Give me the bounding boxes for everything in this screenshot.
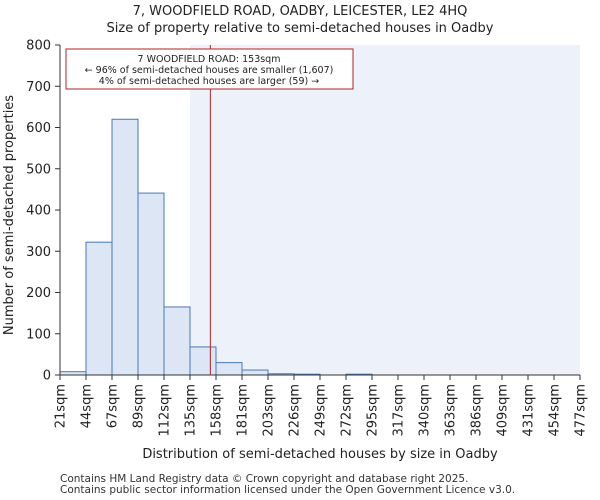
x-tick-label-249sqm: 249sqm <box>314 384 329 437</box>
chart-subtitle: Size of property relative to semi-detach… <box>106 21 494 36</box>
x-axis-label: Distribution of semi-detached houses by … <box>142 447 498 462</box>
bar-112sqm <box>163 306 191 376</box>
x-tick-label-226sqm: 226sqm <box>288 384 303 437</box>
bars-group <box>59 118 373 376</box>
annotation-line-2: ← 96% of semi-detached houses are smalle… <box>85 65 334 76</box>
y-tick-label-800: 800 <box>26 39 51 54</box>
y-tick-label-500: 500 <box>26 162 51 177</box>
footer-line-2: Contains public sector information licen… <box>60 484 516 496</box>
x-tick-label-363sqm: 363sqm <box>444 384 459 437</box>
highlight-region <box>190 45 580 375</box>
bar-181sqm <box>241 369 269 376</box>
x-tick-label-44sqm: 44sqm <box>80 384 95 428</box>
annotation-frame <box>65 48 354 90</box>
bar-67sqm <box>111 118 139 376</box>
bar-89sqm <box>137 192 165 376</box>
x-tick-label-386sqm: 386sqm <box>470 384 485 437</box>
chart-title: 7, WOODFIELD ROAD, OADBY, LEICESTER, LE2… <box>132 4 468 19</box>
x-tick-label-340sqm: 340sqm <box>418 384 433 437</box>
bar-135sqm <box>189 346 217 376</box>
y-tick-label-600: 600 <box>26 121 51 136</box>
annotation-box: 7 WOODFIELD ROAD: 153sqm ← 96% of semi-d… <box>65 48 354 90</box>
y-axis: 0 100 200 300 400 500 600 700 800 <box>26 39 61 384</box>
x-axis: 21sqm 44sqm 67sqm 89sqm 112sqm 135sqm 158sqm 18… <box>54 374 589 437</box>
x-tick-label-409sqm: 409sqm <box>496 384 511 437</box>
y-tick-label-300: 300 <box>26 245 51 260</box>
y-tick-label-400: 400 <box>26 204 51 219</box>
bar-44sqm <box>85 241 113 376</box>
x-tick-label-477sqm: 477sqm <box>574 384 589 437</box>
x-tick-label-158sqm: 158sqm <box>210 384 225 437</box>
x-tick-label-317sqm: 317sqm <box>392 384 407 437</box>
x-tick-label-67sqm: 67sqm <box>106 384 121 428</box>
footer-line-1: Contains HM Land Registry data © Crown c… <box>60 473 469 485</box>
x-tick-label-431sqm: 431sqm <box>522 384 537 437</box>
y-tick-label-100: 100 <box>26 327 51 342</box>
x-tick-label-295sqm: 295sqm <box>366 384 381 437</box>
y-tick-label-700: 700 <box>26 80 51 95</box>
y-axis-label: Number of semi-detached properties <box>2 95 17 335</box>
bar-158sqm <box>215 362 243 376</box>
y-tick-label-200: 200 <box>26 286 51 301</box>
x-tick-label-454sqm: 454sqm <box>548 384 563 437</box>
x-tick-label-21sqm: 21sqm <box>54 384 69 428</box>
annotation-line-3: 4% of semi-detached houses are larger (5… <box>99 76 319 87</box>
x-tick-label-89sqm: 89sqm <box>132 384 147 428</box>
x-tick-label-135sqm: 135sqm <box>184 384 199 437</box>
annotation-line-1: 7 WOODFIELD ROAD: 153sqm <box>138 54 281 65</box>
x-tick-label-181sqm: 181sqm <box>236 384 251 437</box>
x-tick-label-203sqm: 203sqm <box>262 384 277 437</box>
y-tick-label-0: 0 <box>43 369 51 384</box>
x-tick-label-272sqm: 272sqm <box>340 384 355 437</box>
x-tick-label-112sqm: 112sqm <box>158 384 173 437</box>
